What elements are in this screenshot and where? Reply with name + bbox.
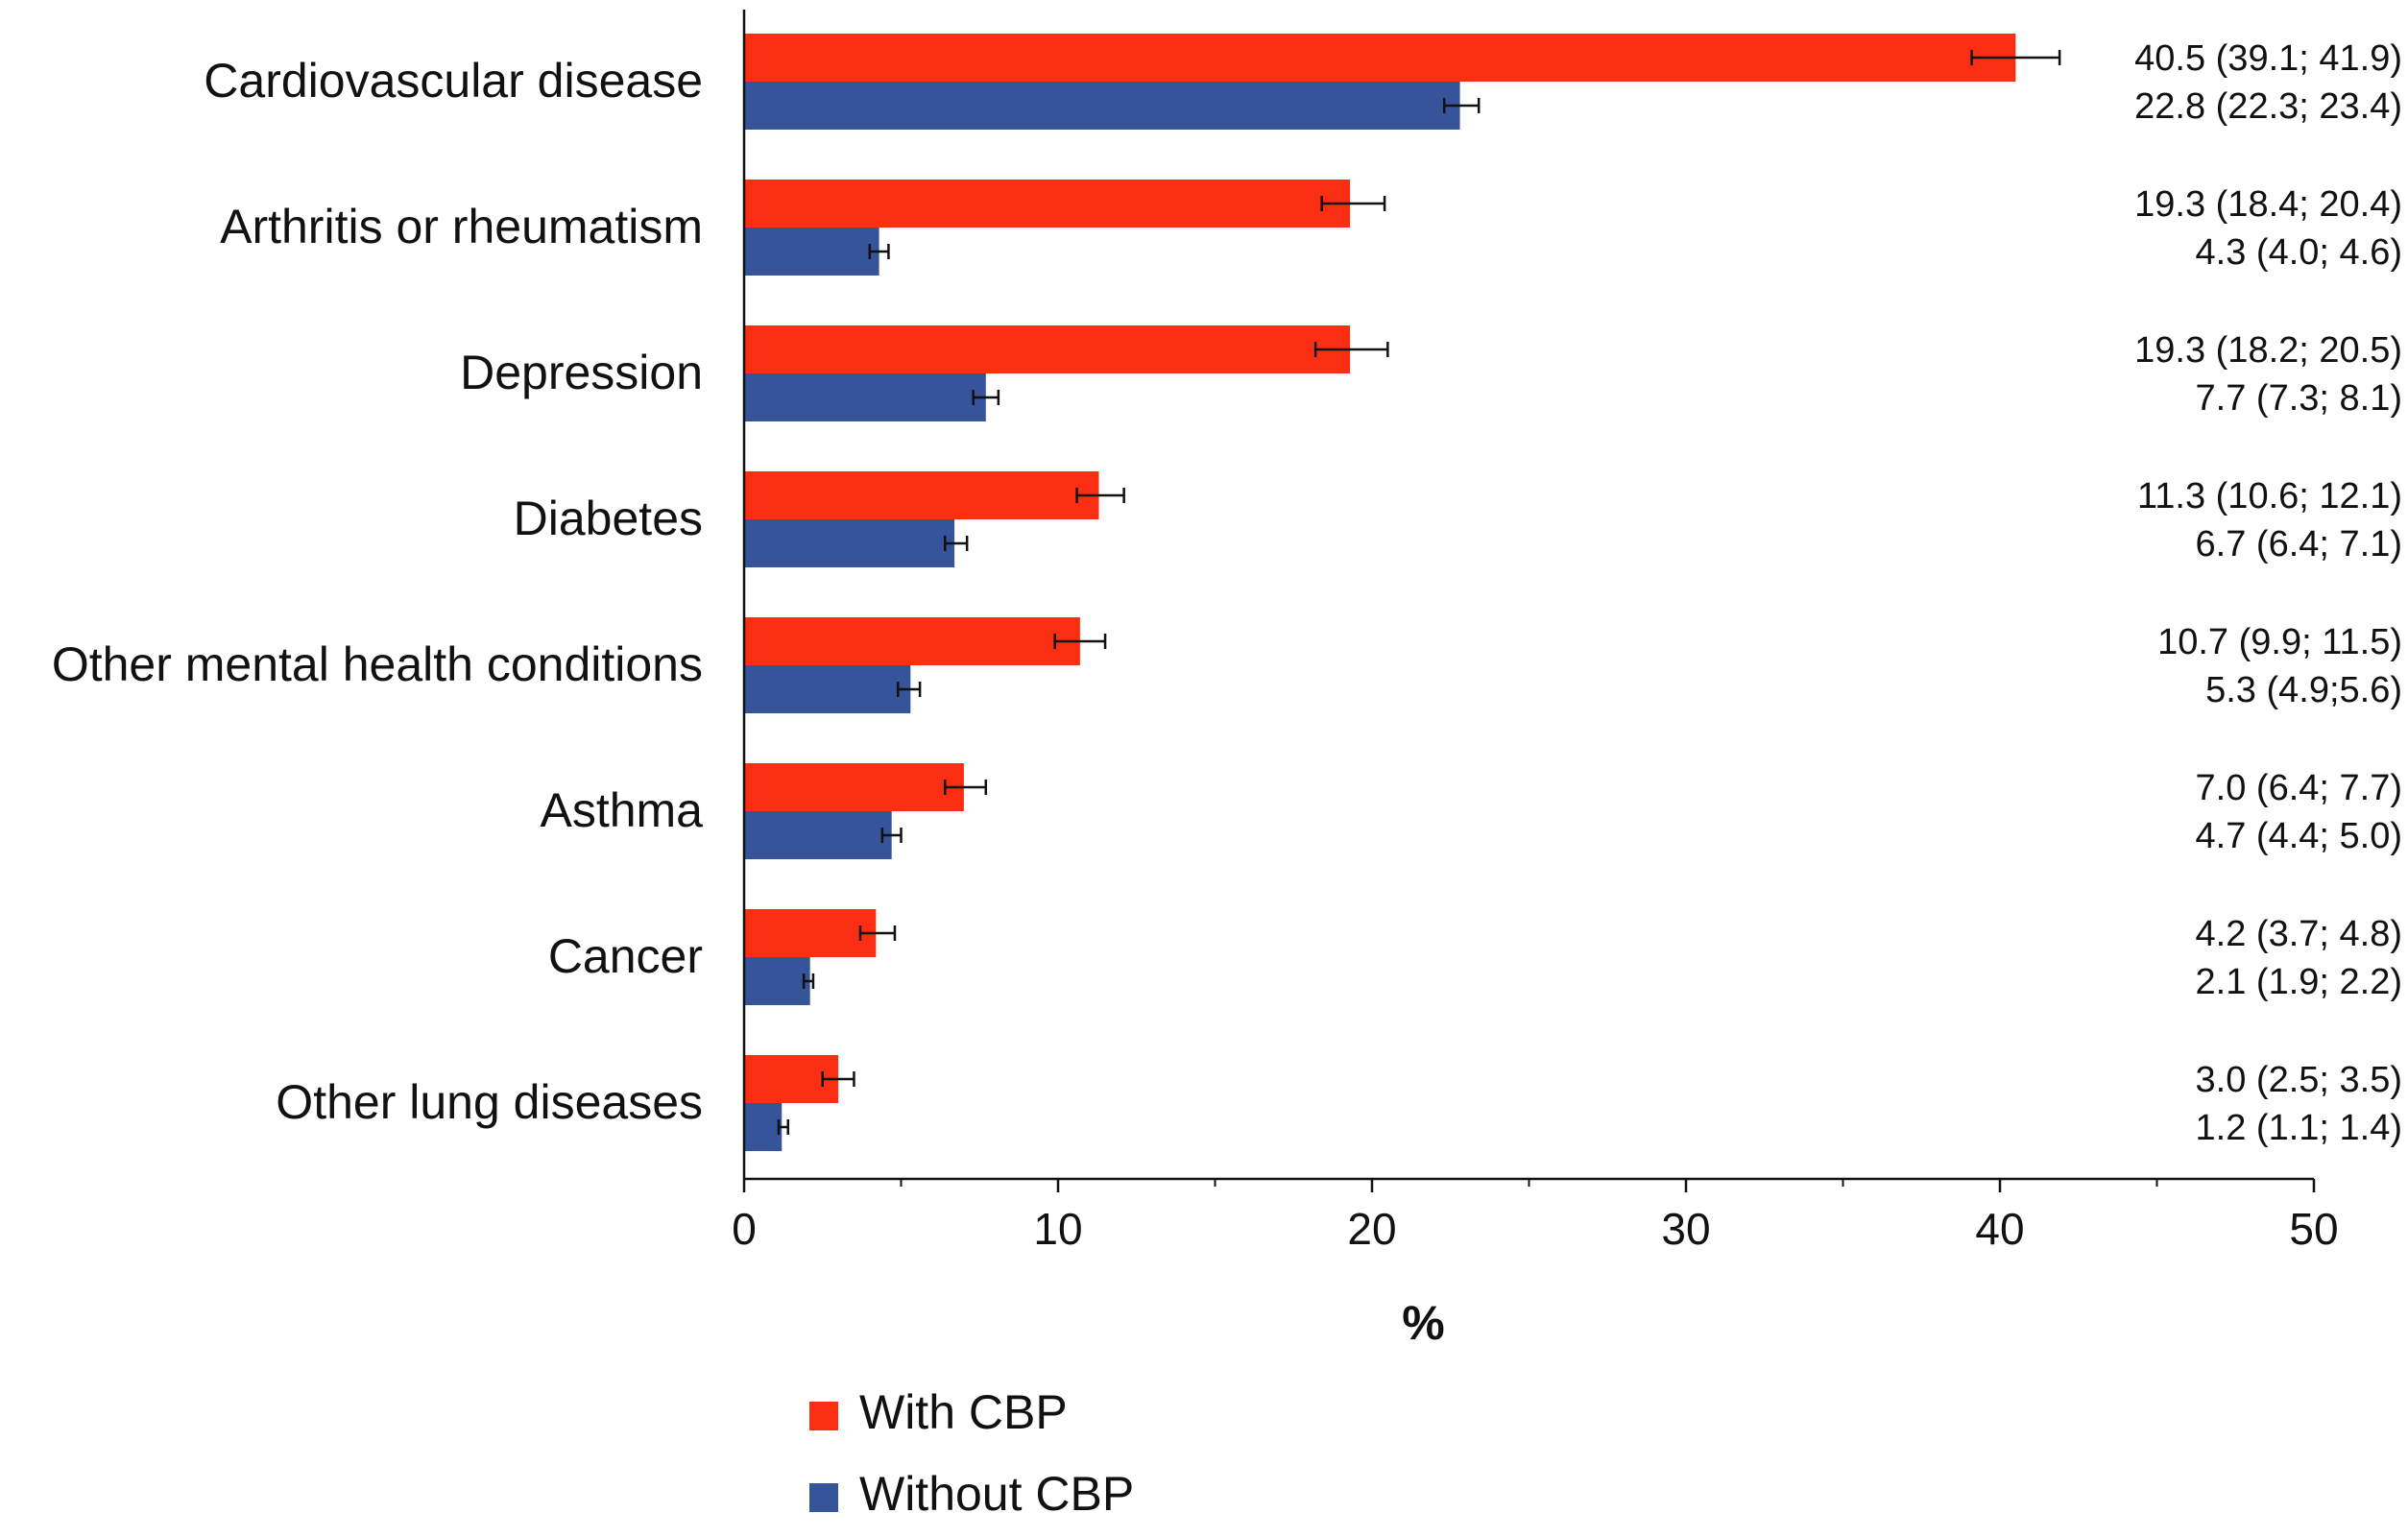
value-label-without-cbp-other-lung-diseases: 1.2 (1.1; 1.4) [2196, 1108, 2402, 1148]
error-bar-with-cbp-cardiovascular-disease [1970, 50, 2061, 65]
x-tick-label-30: 30 [1661, 1204, 1710, 1254]
value-label-without-cbp-cardiovascular-disease: 22.8 (22.3; 23.4) [2134, 86, 2402, 127]
bar-with-cbp-arthritis-or-rheumatism [744, 180, 1351, 228]
labels-layer: Cardiovascular disease 40.5 (39.1; 41.9) 2… [52, 38, 2402, 1148]
error-bar-without-cbp-other-mental-health-conditions [896, 682, 922, 697]
category-label-cancer: Cancer [548, 929, 703, 983]
error-bar-with-cbp-diabetes [1075, 488, 1125, 503]
x-tick-label-0: 0 [732, 1204, 757, 1254]
error-bar-with-cbp-depression [1313, 342, 1389, 357]
error-bar-with-cbp-arthritis-or-rheumatism [1320, 196, 1386, 211]
legend-swatch-without-cbp [809, 1483, 838, 1512]
error-bar-with-cbp-asthma [944, 780, 988, 795]
error-bar-without-cbp-other-lung-diseases [777, 1119, 790, 1135]
value-label-without-cbp-other-mental-health-conditions: 5.3 (4.9;5.6) [2205, 670, 2402, 710]
value-label-with-cbp-diabetes: 11.3 (10.6; 12.1) [2137, 476, 2402, 516]
bar-without-cbp-cancer [744, 957, 810, 1005]
error-bar-without-cbp-cancer [802, 973, 815, 989]
category-label-cardiovascular-disease: Cardiovascular disease [204, 54, 703, 108]
bars-layer [744, 34, 2016, 1151]
legend-label-with-cbp: With CBP [859, 1385, 1068, 1439]
x-tick-label-40: 40 [1975, 1204, 2024, 1254]
value-label-with-cbp-asthma: 7.0 (6.4; 7.7) [2196, 768, 2402, 808]
x-tick-label-50: 50 [2289, 1204, 2338, 1254]
bar-with-cbp-depression [744, 325, 1351, 373]
value-label-without-cbp-asthma: 4.7 (4.4; 5.0) [2196, 816, 2402, 856]
bar-with-cbp-diabetes [744, 471, 1099, 519]
error-bar-without-cbp-depression [972, 390, 1000, 405]
bar-with-cbp-cardiovascular-disease [744, 34, 2016, 82]
category-label-diabetes: Diabetes [514, 492, 703, 545]
x-tick-label-20: 20 [1347, 1204, 1396, 1254]
legend-label-without-cbp: Without CBP [859, 1467, 1134, 1521]
value-label-with-cbp-cancer: 4.2 (3.7; 4.8) [2196, 914, 2402, 954]
error-bar-without-cbp-cardiovascular-disease [1442, 98, 1481, 113]
category-label-depression: Depression [460, 346, 703, 399]
bar-without-cbp-cardiovascular-disease [744, 82, 1460, 130]
error-bar-without-cbp-asthma [880, 828, 903, 843]
legend: With CBP Without CBP [809, 1385, 1134, 1521]
error-bar-with-cbp-cancer [858, 925, 897, 941]
category-label-other-mental-health-conditions: Other mental health conditions [52, 637, 703, 691]
error-bar-with-cbp-other-lung-diseases [821, 1071, 855, 1087]
bar-without-cbp-asthma [744, 811, 892, 859]
x-tick-label-10: 10 [1033, 1204, 1082, 1254]
value-label-without-cbp-depression: 7.7 (7.3; 8.1) [2196, 378, 2402, 419]
bar-without-cbp-other-mental-health-conditions [744, 665, 911, 713]
error-bars-layer [777, 50, 2061, 1135]
bar-with-cbp-other-mental-health-conditions [744, 617, 1080, 665]
error-bar-without-cbp-diabetes [944, 536, 969, 551]
legend-swatch-with-cbp [809, 1402, 838, 1430]
value-label-with-cbp-arthritis-or-rheumatism: 19.3 (18.4; 20.4) [2134, 184, 2402, 225]
axes-layer: 0 10 20 30 40 50 [732, 10, 2339, 1254]
bar-with-cbp-asthma [744, 763, 964, 811]
category-label-asthma: Asthma [540, 783, 703, 837]
value-label-without-cbp-arthritis-or-rheumatism: 4.3 (4.0; 4.6) [2196, 232, 2402, 273]
value-label-with-cbp-depression: 19.3 (18.2; 20.5) [2134, 330, 2402, 371]
bar-with-cbp-cancer [744, 909, 877, 957]
value-label-without-cbp-cancer: 2.1 (1.9; 2.2) [2196, 962, 2402, 1002]
value-label-with-cbp-cardiovascular-disease: 40.5 (39.1; 41.9) [2134, 38, 2402, 79]
error-bar-without-cbp-arthritis-or-rheumatism [868, 244, 890, 259]
bar-without-cbp-other-lung-diseases [744, 1103, 783, 1151]
bar-without-cbp-depression [744, 373, 986, 421]
value-label-with-cbp-other-lung-diseases: 3.0 (2.5; 3.5) [2196, 1060, 2402, 1100]
error-bar-with-cbp-other-mental-health-conditions [1053, 634, 1107, 649]
x-axis-title: % [1402, 1296, 1444, 1350]
value-label-without-cbp-diabetes: 6.7 (6.4; 7.1) [2196, 524, 2402, 564]
bar-without-cbp-arthritis-or-rheumatism [744, 228, 879, 276]
value-label-with-cbp-other-mental-health-conditions: 10.7 (9.9; 11.5) [2157, 622, 2402, 662]
bar-without-cbp-diabetes [744, 519, 955, 567]
category-label-arthritis-or-rheumatism: Arthritis or rheumatism [220, 200, 703, 253]
category-label-other-lung-diseases: Other lung diseases [276, 1075, 703, 1129]
